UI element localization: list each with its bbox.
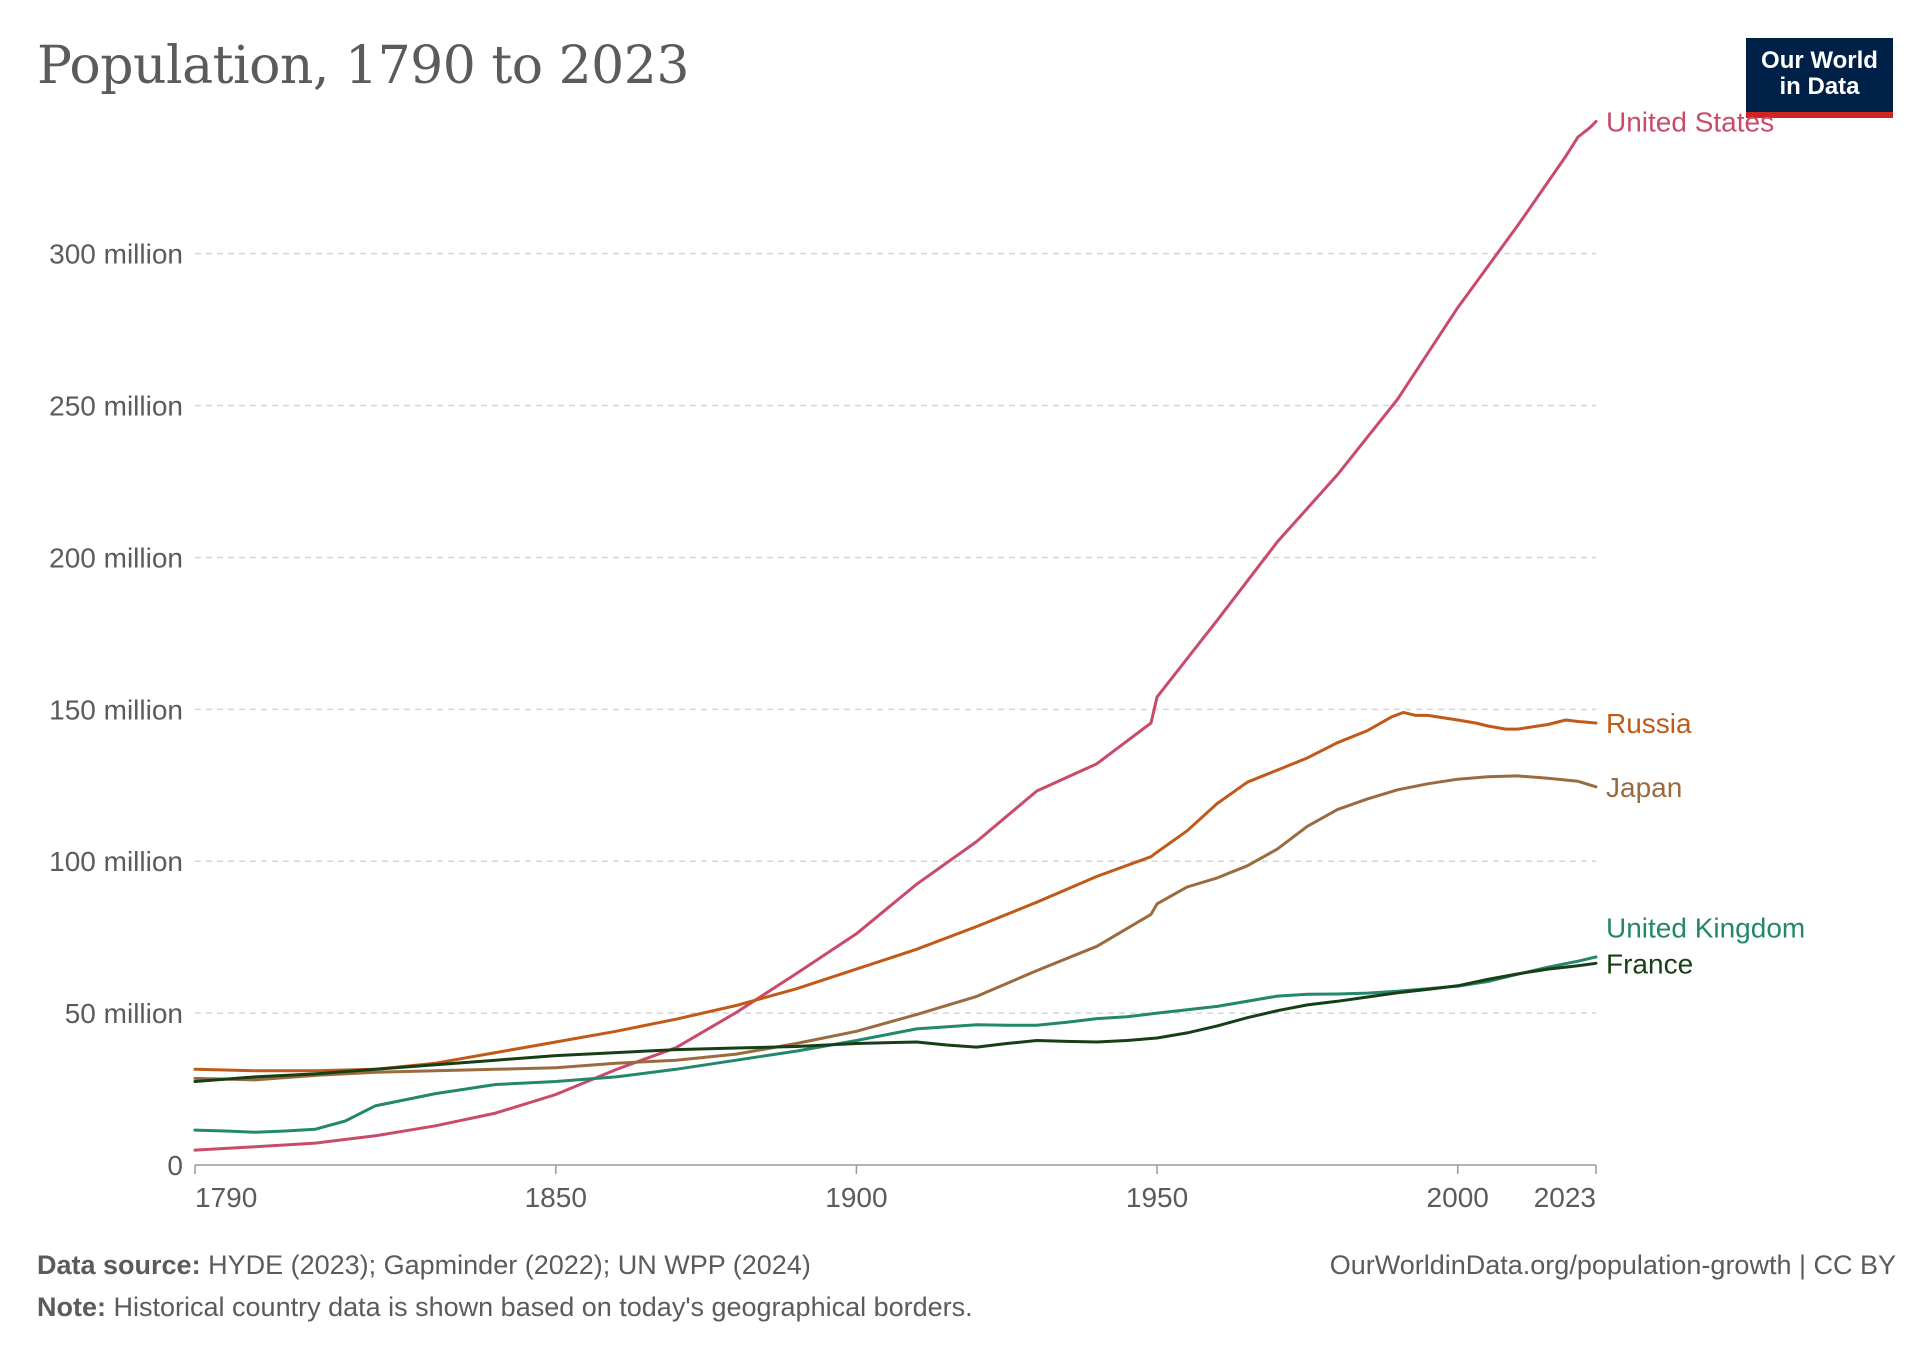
- line-chart: 0 50 million 100 million 150 million 200 mil…: [49, 107, 1805, 1213]
- series-label-france: France: [1606, 948, 1693, 979]
- x-tick-label: 1900: [825, 1182, 887, 1213]
- x-tick-label: 2000: [1427, 1182, 1489, 1213]
- series-line-japan: [193, 774, 1598, 1082]
- y-tick-label: 300 million: [49, 239, 183, 270]
- axes: 0 50 million 100 million 150 million 200 mil…: [49, 239, 1597, 1213]
- chart-note: Note: Historical country data is shown b…: [37, 1292, 973, 1323]
- y-tick-label: 0: [167, 1150, 183, 1181]
- series-line-france: [193, 961, 1598, 1083]
- source-url-link[interactable]: OurWorldinData.org/population-growth | C…: [1329, 1250, 1896, 1280]
- x-tick-label: 2023: [1534, 1182, 1596, 1213]
- x-tick-label: 1790: [195, 1182, 257, 1213]
- data-source-label: Data source:: [37, 1250, 201, 1280]
- logo-underline: [1746, 112, 1893, 118]
- note-text: Historical country data is shown based o…: [113, 1292, 973, 1322]
- note-label: Note:: [37, 1292, 106, 1322]
- series-label-russia: Russia: [1606, 708, 1692, 739]
- chart-title: Population, 1790 to 2023: [37, 36, 689, 96]
- series-lines: [193, 120, 1598, 1152]
- logo-line-2: in Data: [1779, 73, 1860, 100]
- series-labels: United States Russia Japan United Kingdom Fr…: [1606, 107, 1805, 980]
- y-tick-label: 150 million: [49, 694, 183, 725]
- logo-line-1: Our World: [1761, 47, 1878, 74]
- series-label-united-kingdom: United Kingdom: [1606, 912, 1805, 943]
- series-line-russia: [193, 710, 1598, 1073]
- owid-logo[interactable]: Our World in Data: [1746, 38, 1893, 118]
- x-tick-label: 1950: [1126, 1182, 1188, 1213]
- grid-lines: [195, 252, 1596, 1014]
- y-tick-label: 100 million: [49, 846, 183, 877]
- series-line-united-states: [193, 120, 1598, 1152]
- y-tick-label: 200 million: [49, 542, 183, 573]
- y-tick-label: 50 million: [65, 998, 183, 1029]
- series-line-united-kingdom: [193, 955, 1598, 1134]
- series-label-japan: Japan: [1606, 772, 1682, 803]
- data-source: Data source: HYDE (2023); Gapminder (202…: [37, 1250, 811, 1281]
- y-tick-label: 250 million: [49, 391, 183, 422]
- x-tick-label: 1850: [525, 1182, 587, 1213]
- data-source-text: HYDE (2023); Gapminder (2022); UN WPP (2…: [208, 1250, 811, 1280]
- series-label-united-states: United States: [1606, 107, 1774, 138]
